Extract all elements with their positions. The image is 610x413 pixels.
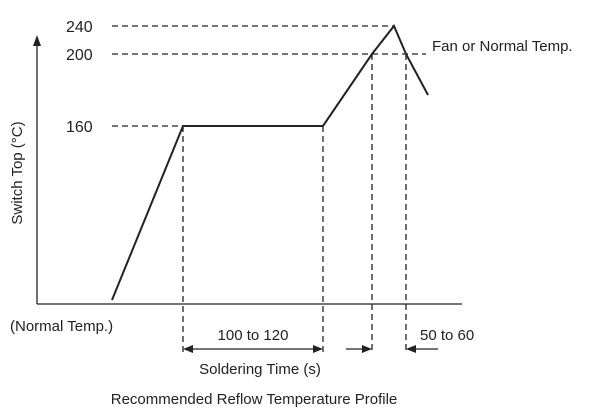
peak-span-arrow-left [362,345,372,353]
y-axis-arrow [33,35,41,46]
y-tick-label-240: 240 [66,19,93,36]
chart-title: Recommended Reflow Temperature Profile [111,391,398,408]
preheat-span-arrow-left [183,345,193,353]
preheat-span-arrow-right [313,345,323,353]
y-axis-label: Switch Top (°C) [9,121,26,224]
peak-span-label: 50 to 60 [420,327,474,344]
preheat-span-label: 100 to 120 [218,327,289,344]
cooling-label: Fan or Normal Temp. [432,38,573,55]
peak-span-arrow-right [406,345,416,353]
origin-label: (Normal Temp.) [10,318,113,335]
y-tick-label-160: 160 [66,119,93,136]
temperature-profile-line [111,24,429,301]
y-tick-label-200: 200 [66,47,93,64]
x-axis-label: Soldering Time (s) [199,361,321,378]
